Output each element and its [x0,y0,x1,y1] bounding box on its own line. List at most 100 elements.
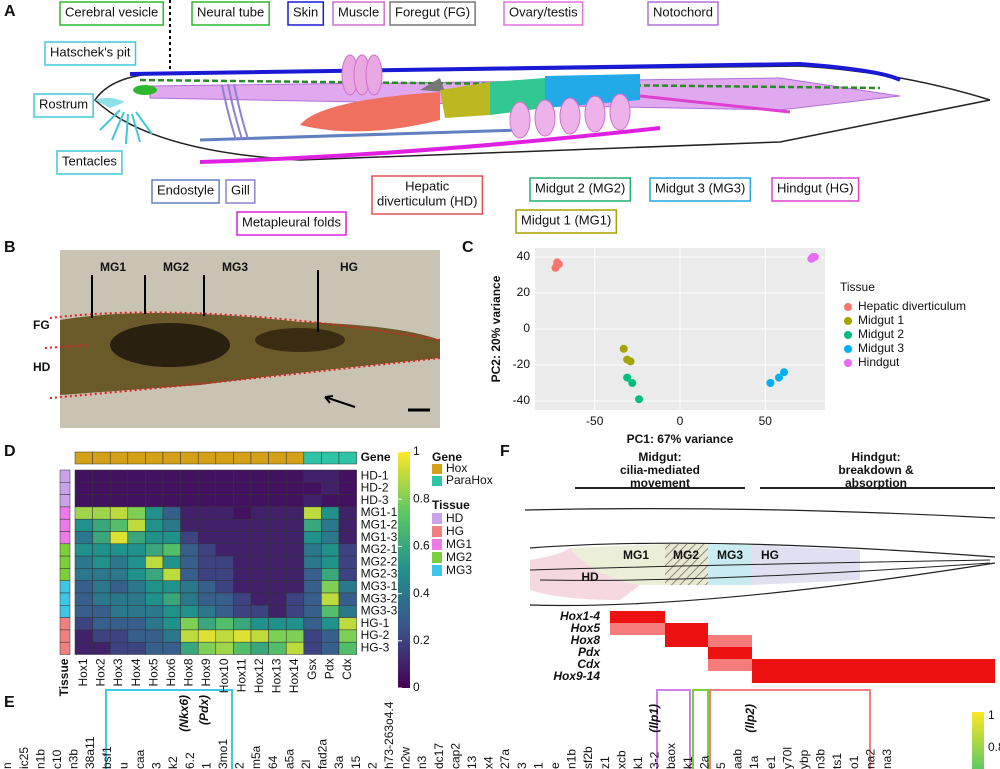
heat-cell [162,494,181,508]
heat-cell [233,568,252,581]
anatomy-label: Hindgut (HG) [777,180,854,195]
heat-cell [92,617,111,631]
heat-cell [74,543,93,557]
tissue-annotation [59,469,71,483]
expression-bar [752,659,995,671]
legend-label: Hox [446,461,467,475]
legend-label: MG3 [446,563,472,577]
heat-cell [180,469,199,483]
section-heading: Midgut: [638,450,681,464]
column-label: Pdx [322,659,336,680]
heat-cell [109,617,129,631]
heat-cell [250,605,269,618]
heat-cell [127,568,146,581]
heat-cell [215,543,234,557]
label-box [287,1,325,26]
heat-cell [285,592,305,606]
heat-cell [127,494,146,508]
gene-label: Hox1-4 [560,609,600,623]
heat-cell [92,641,111,655]
label-box [56,150,123,175]
heat-cell [268,518,287,532]
heat-cell [338,617,357,631]
gene-name: z1 [598,756,612,769]
y-tick-label: 40 [517,249,531,263]
heat-cell [268,617,287,631]
section-heading: absorption [845,476,907,490]
heat-cell [233,555,252,569]
heat-cell [250,592,269,606]
gene-annotation [162,451,181,465]
gene-annotation [145,451,164,465]
panel-letter: E [4,694,15,711]
heat-cell [74,592,93,606]
heat-cell [285,568,305,581]
section-heading: Hindgut: [851,450,900,464]
heat-cell [162,555,181,569]
panel-e-boxes [105,689,984,769]
highlight-gene: (Pdx) [197,695,211,725]
gene-label: Hox9-14 [553,669,600,683]
legend-label: MG2 [446,550,472,564]
gene-name: 6.2 [183,752,197,769]
gene-name: h73-263o4.4 [382,701,396,769]
heat-cell [74,580,93,594]
gene-annotation [197,451,217,465]
gene-name: 2a [697,755,711,769]
row-label: HG-1 [361,616,390,630]
anatomy-label: Endostyle [157,182,214,197]
heat-cell [197,506,217,520]
heat-cell [74,568,93,581]
region-label: MG2 [673,548,699,562]
highlight-gene: (Nkx6) [177,695,191,732]
label-box [647,1,719,26]
heat-cell [109,482,129,495]
gene-name: n3b [814,749,828,769]
expression-bar [665,623,708,635]
legend-label: ParaHox [446,473,493,487]
gene-name: a5a [282,749,296,769]
expression-bar [752,671,995,683]
tissue-annotation [59,494,71,508]
gene-name: ic25 [17,747,31,769]
heat-cell [250,506,269,520]
heat-cell [92,494,111,508]
heat-cell [321,482,340,495]
heat-cell [321,506,340,520]
point [780,368,789,377]
heat-cell [180,629,199,643]
gene-name: n1b [565,749,579,769]
gene-name: e [548,762,562,769]
heat-cell [162,580,181,594]
heat-cell [303,518,322,532]
heat-cell [92,506,111,520]
heat-cell [303,605,322,618]
heat-cell [92,531,111,545]
heat-cell [180,568,199,581]
heat-cell [92,592,111,606]
heat-cell [321,494,340,508]
heat-cell [303,641,322,655]
legend-swatch [432,464,442,474]
heat-cell [127,629,146,643]
heat-cell [145,482,164,495]
gene-name: 3a [332,755,346,769]
expression-bar [708,647,752,659]
gene-name: n3b [67,749,81,769]
heat-cell [321,617,340,631]
legend-swatch [432,552,442,563]
gene-annotation [127,451,146,465]
gene-name: 3 [150,762,164,769]
heat-cell [268,543,287,557]
anatomy-label: Neural tube [197,4,264,19]
tissue-annotation [59,641,71,655]
heat-cell [180,482,199,495]
column-label: Hox6 [164,658,178,686]
column-label: Hox10 [217,658,231,693]
heat-cell [197,543,217,557]
column-label: Hox14 [287,658,301,693]
gene-name: n [0,762,14,769]
heat-cell [321,568,340,581]
anatomy-label: Tentacles [62,153,117,168]
column-label: Cdx [340,659,354,680]
